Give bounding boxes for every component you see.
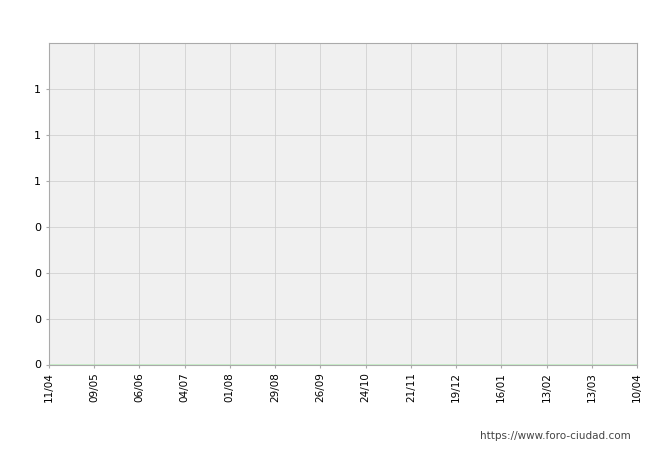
Text: Municipio de Pradell de la Teixeta - COVID-19: Municipio de Pradell de la Teixeta - COV… xyxy=(153,9,497,24)
Text: https://www.foro-ciudad.com: https://www.foro-ciudad.com xyxy=(480,431,630,441)
